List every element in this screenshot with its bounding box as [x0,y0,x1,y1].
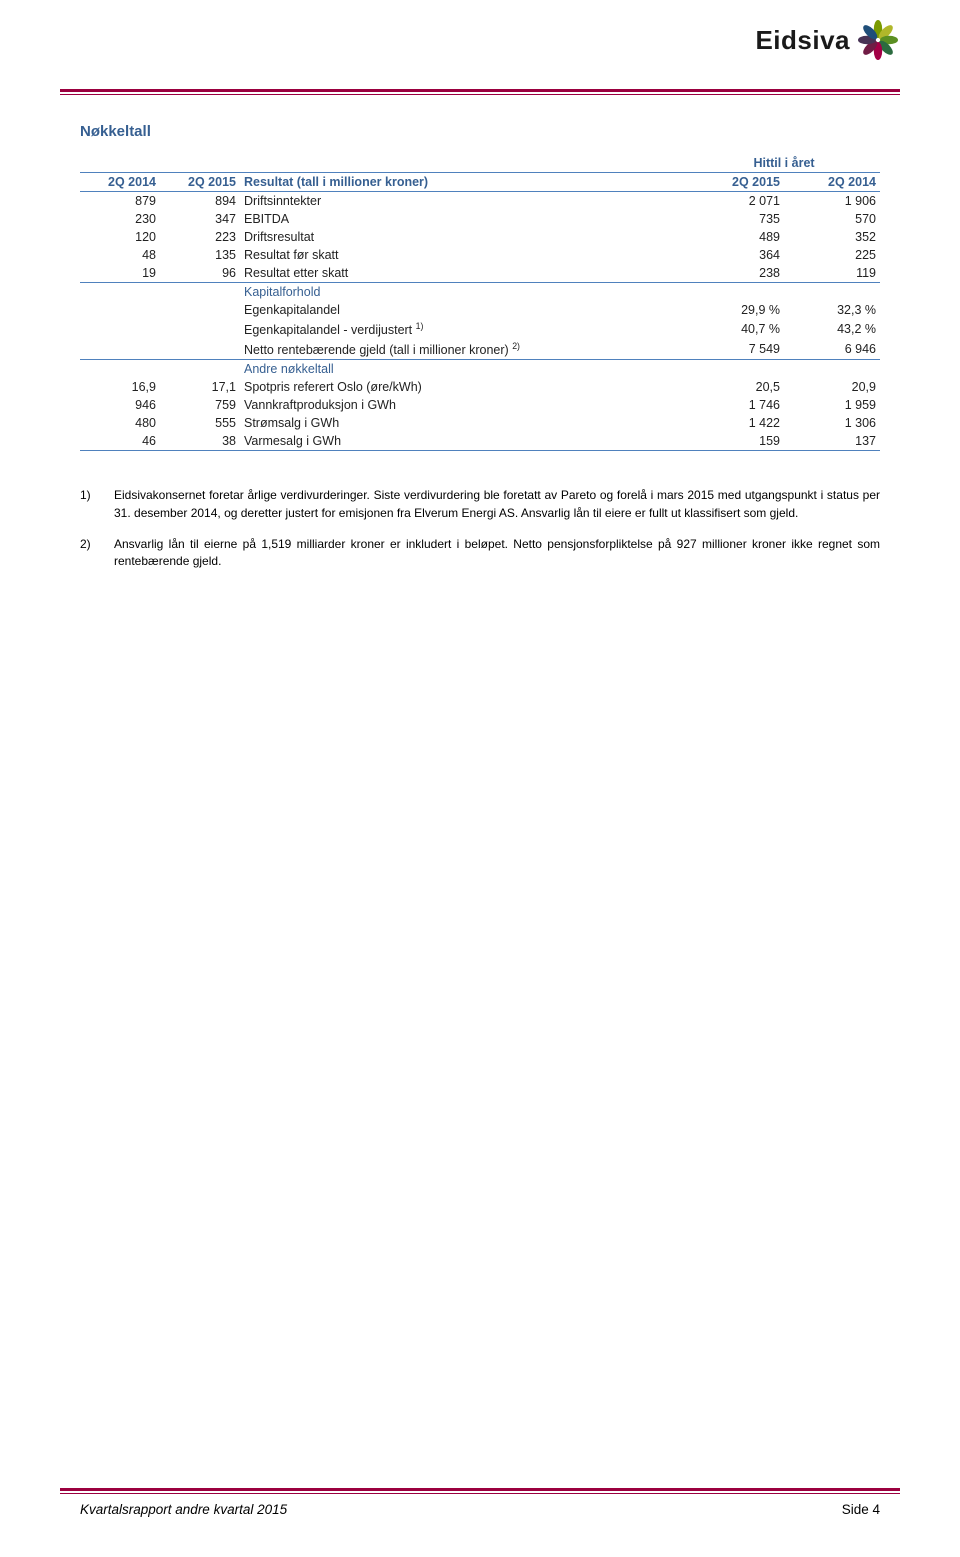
key-figures-table: Hittil i året2Q 2014 2Q 2015 Resultat (t… [80,154,880,451]
footnote: 2)Ansvarlig lån til eierne på 1,519 mill… [80,536,880,571]
table-row: Egenkapitalandel29,9 %32,3 % [80,301,880,319]
col-ytd-2q2015: 2Q 2015 [688,173,784,192]
content: Nøkkeltall Hittil i året2Q 2014 2Q 2015 … [0,95,960,571]
table-row: 16,917,1Spotpris referert Oslo (øre/kWh)… [80,378,880,396]
table-row: 480555Strømsalg i GWh1 4221 306 [80,414,880,432]
subhead-kapital: Kapitalforhold [240,283,688,302]
table-row: 946759Vannkraftproduksjon i GWh1 7461 95… [80,396,880,414]
table-row: 48135Resultat før skatt364225 [80,246,880,264]
header-rule [60,89,900,95]
footer-right: Side 4 [842,1502,880,1517]
table-row: Netto rentebærende gjeld (tall i million… [80,339,880,360]
logo-text: Eidsiva [755,25,850,56]
subhead-andre: Andre nøkkeltall [240,360,688,379]
col-metric: Resultat (tall i millioner kroner) [240,173,688,192]
footnote: 1)Eidsivakonsernet foretar årlige verdiv… [80,487,880,522]
col-2q2015: 2Q 2015 [160,173,240,192]
logo-flower-icon [856,18,900,62]
col-2q2014: 2Q 2014 [80,173,160,192]
page-footer: Kvartalsrapport andre kvartal 2015 Side … [60,1488,900,1517]
footer-left: Kvartalsrapport andre kvartal 2015 [80,1502,287,1517]
section-title: Nøkkeltall [80,123,880,140]
table-row: 120223Driftsresultat489352 [80,228,880,246]
footnotes: 1)Eidsivakonsernet foretar årlige verdiv… [80,487,880,571]
col-ytd-2q2014: 2Q 2014 [784,173,880,192]
table-row: 879894Driftsinntekter2 0711 906 [80,192,880,211]
table-row: 1996Resultat etter skatt238119 [80,264,880,283]
table-row: Egenkapitalandel - verdijustert 1)40,7 %… [80,319,880,339]
table-row: 4638Varmesalg i GWh159137 [80,432,880,451]
logo: Eidsiva [755,18,900,62]
table-row: 230347EBITDA735570 [80,210,880,228]
page-header: Eidsiva [0,0,960,95]
